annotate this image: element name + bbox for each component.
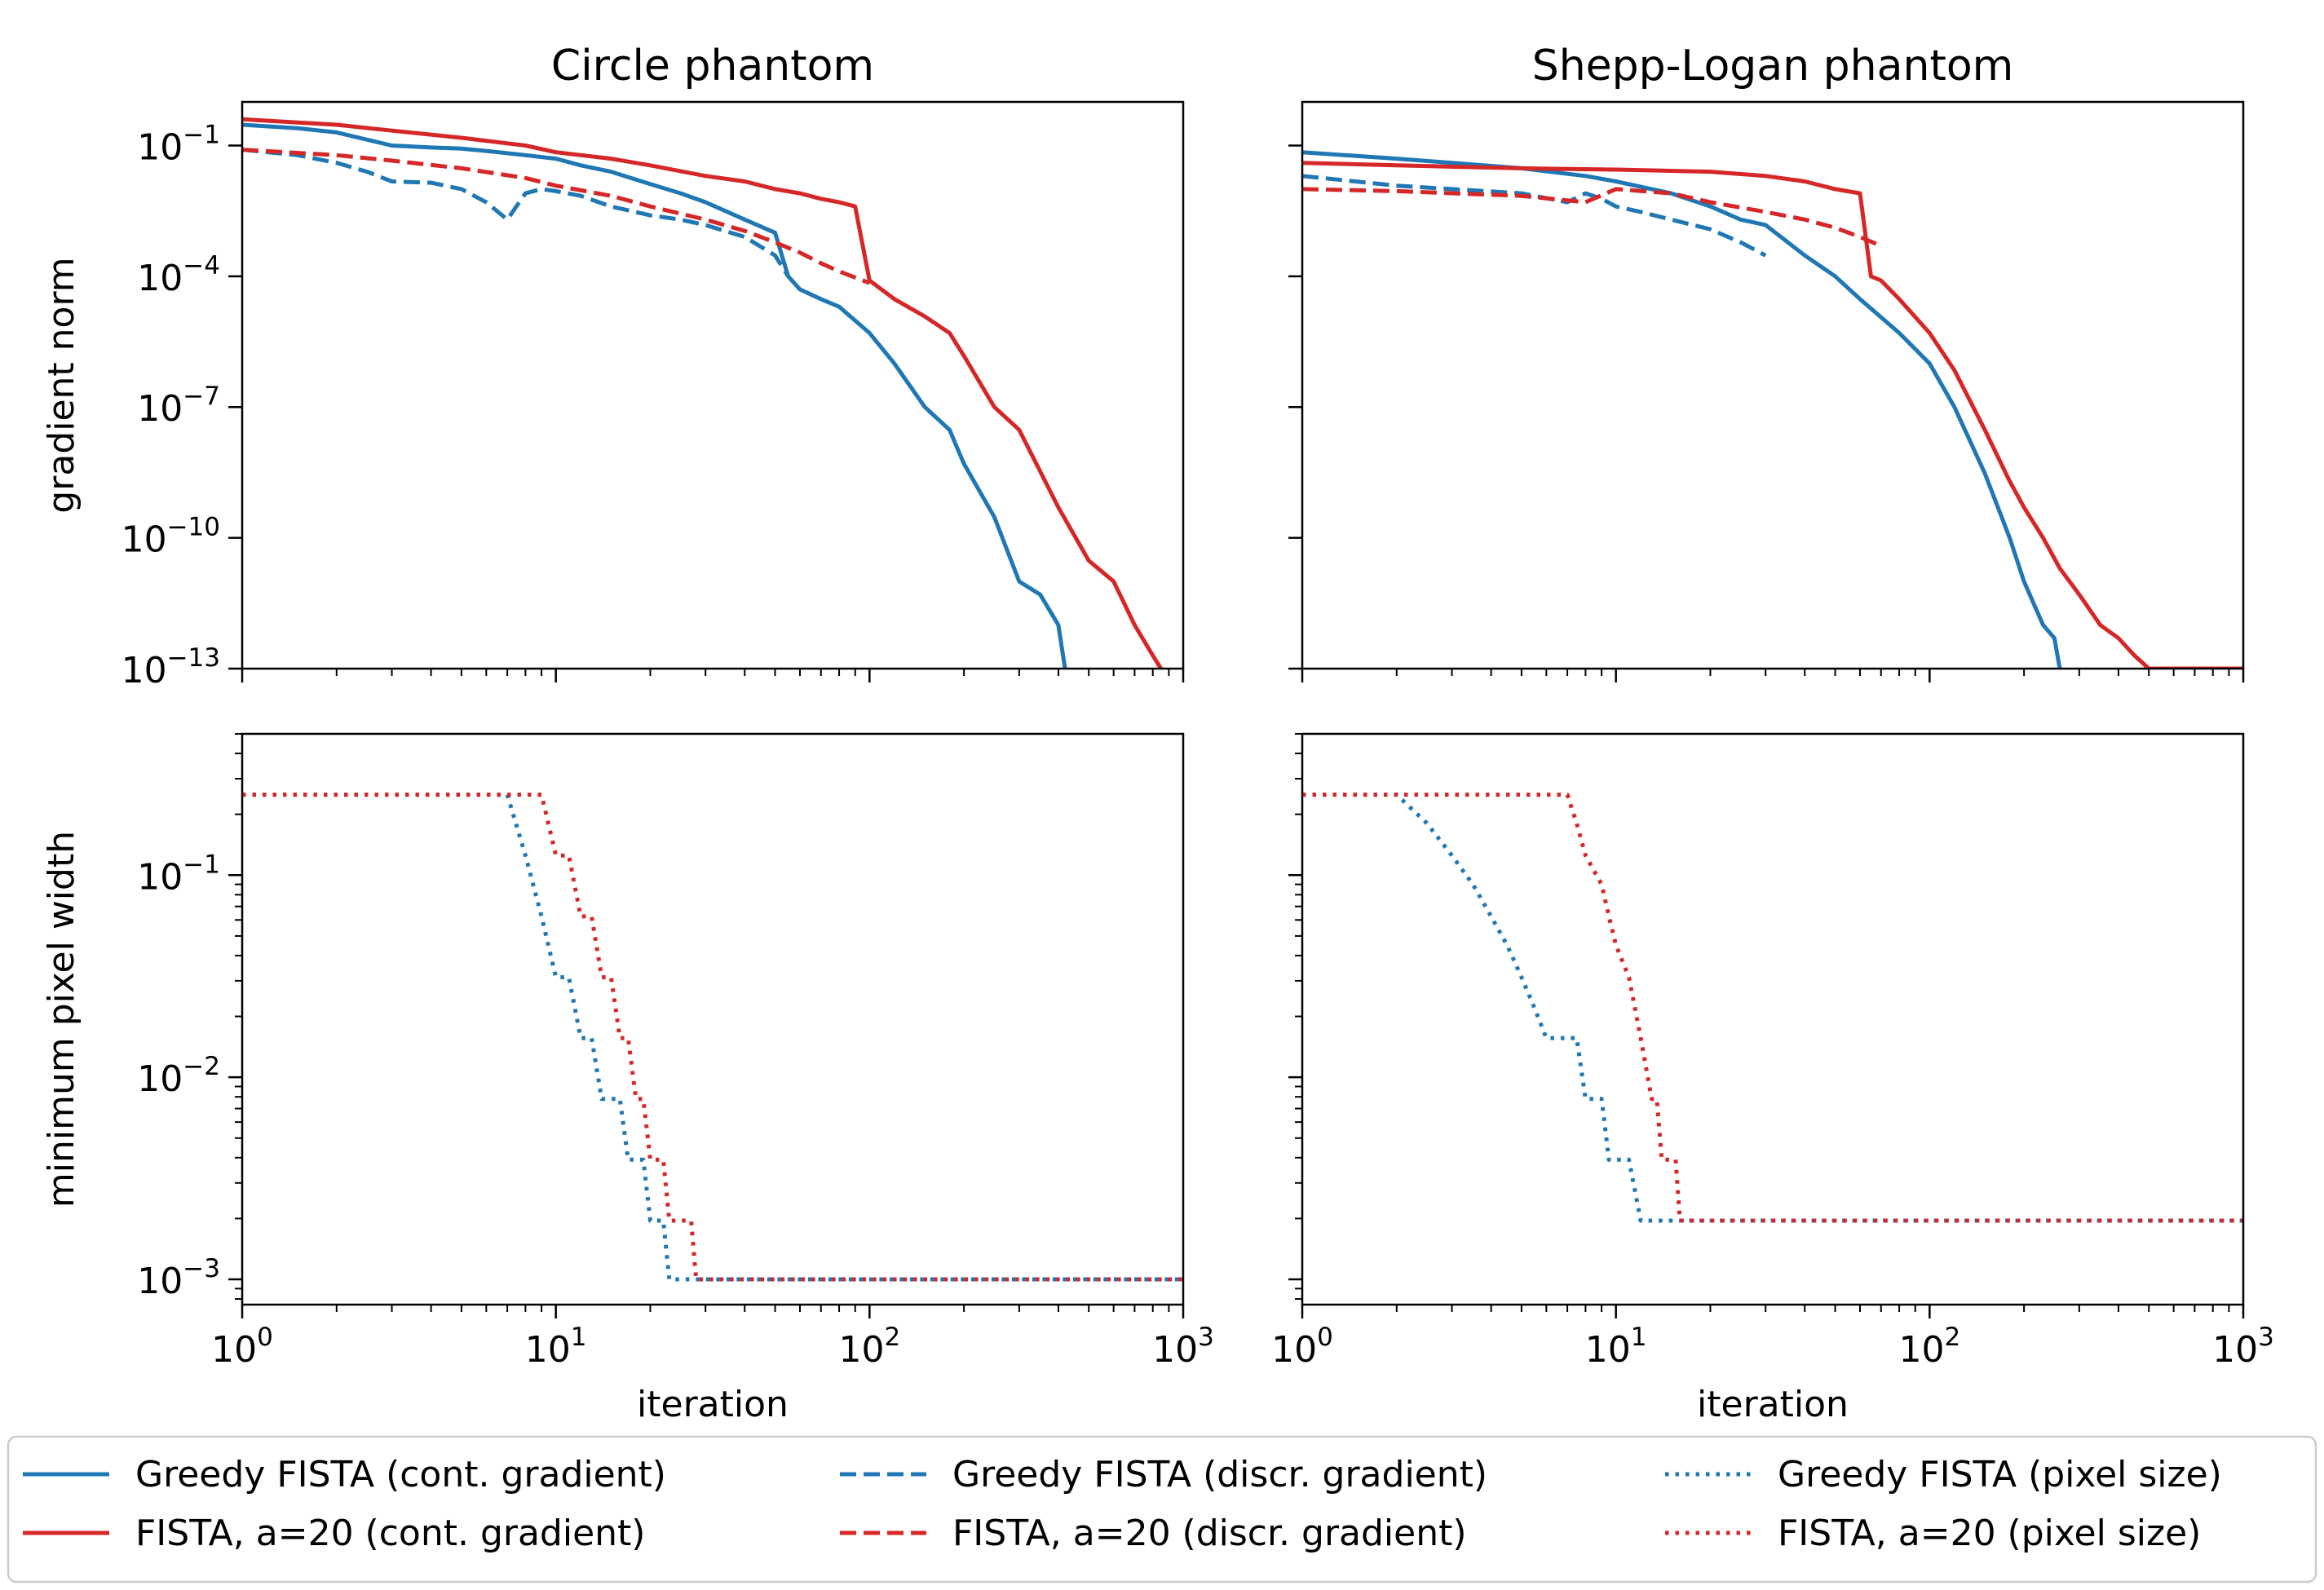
panel-title: Circle phantom [551, 42, 874, 91]
legend: Greedy FISTA (cont. gradient) Greedy FIS… [7, 1435, 2317, 1583]
y-axis-label: gradient norm [41, 257, 82, 513]
plot-area [1302, 150, 2243, 669]
legend-label-fista-discr: FISTA, a=20 (discr. gradient) [952, 1513, 1467, 1554]
x-axis-label: iteration [637, 1384, 789, 1425]
legend-label-greedy-cont: Greedy FISTA (cont. gradient) [135, 1454, 666, 1495]
legend-label-fista-cont: FISTA, a=20 (cont. gradient) [135, 1513, 645, 1554]
series-line-greedy-discr [242, 148, 790, 278]
legend-label-greedy-pixel: Greedy FISTA (pixel size) [1778, 1454, 2222, 1495]
series-line-fista-cont [242, 117, 1163, 669]
y-tick-label: 10−1 [137, 850, 220, 898]
panel-title: Shepp-Logan phantom [1532, 42, 2014, 91]
y-tick-label: 10−4 [137, 251, 220, 299]
series-line-fista-discr [242, 148, 871, 285]
x-tick-label: 100 [1271, 1323, 1333, 1371]
axes-frame [1301, 732, 2245, 1306]
panel-circle-gradient: 10−13 10−10 10−7 10−4 10−1 Circle phantom grad… [41, 42, 1185, 691]
x-tick-label: 102 [1898, 1323, 1960, 1371]
x-axis-label: iteration [1697, 1384, 1849, 1425]
x-tick-label: 101 [525, 1323, 587, 1371]
series-line-greedy-pixel [1302, 793, 2243, 1223]
panel-shepp-logan-pixel-width: 100 101 102 103 iteration [1271, 732, 2274, 1425]
x-tick-label: 101 [1585, 1323, 1647, 1371]
y-axis-label: minimum pixel width [41, 831, 82, 1208]
legend-label-greedy-discr: Greedy FISTA (discr. gradient) [952, 1454, 1487, 1495]
series-line-greedy-discr [1302, 174, 1767, 258]
panel-shepp-logan-gradient: Shepp-Logan phantom [1288, 42, 2245, 682]
y-tick-label: 10−3 [137, 1254, 220, 1302]
series-line-greedy-cont [242, 122, 1067, 669]
series-line-greedy-cont [1302, 150, 2062, 669]
series-line-fista-pixel [1302, 793, 2243, 1223]
x-tick-label: 102 [838, 1323, 900, 1371]
axes-frame [241, 732, 1185, 1306]
x-tick-label: 103 [1152, 1323, 1214, 1371]
y-tick-label: 10−13 [122, 643, 220, 691]
y-tick-label: 10−2 [137, 1052, 220, 1100]
x-tick-label: 103 [2212, 1323, 2274, 1371]
plot-area [242, 117, 1163, 669]
y-tick-label: 10−10 [122, 513, 220, 561]
plot-area [1302, 793, 2243, 1223]
legend-label-fista-pixel: FISTA, a=20 (pixel size) [1778, 1513, 2201, 1554]
series-line-fista-cont [1302, 161, 2243, 669]
series-line-fista-discr [1302, 187, 1882, 248]
panel-circle-pixel-width: 100 101 102 103 10−3 10−2 10−1 iteration minimum… [41, 732, 1214, 1425]
axes-frame [1301, 100, 2245, 670]
x-tick-label: 100 [211, 1323, 273, 1371]
y-tick-label: 10−7 [137, 382, 220, 430]
axes-frame [241, 100, 1185, 670]
y-tick-label: 10−1 [137, 120, 220, 168]
